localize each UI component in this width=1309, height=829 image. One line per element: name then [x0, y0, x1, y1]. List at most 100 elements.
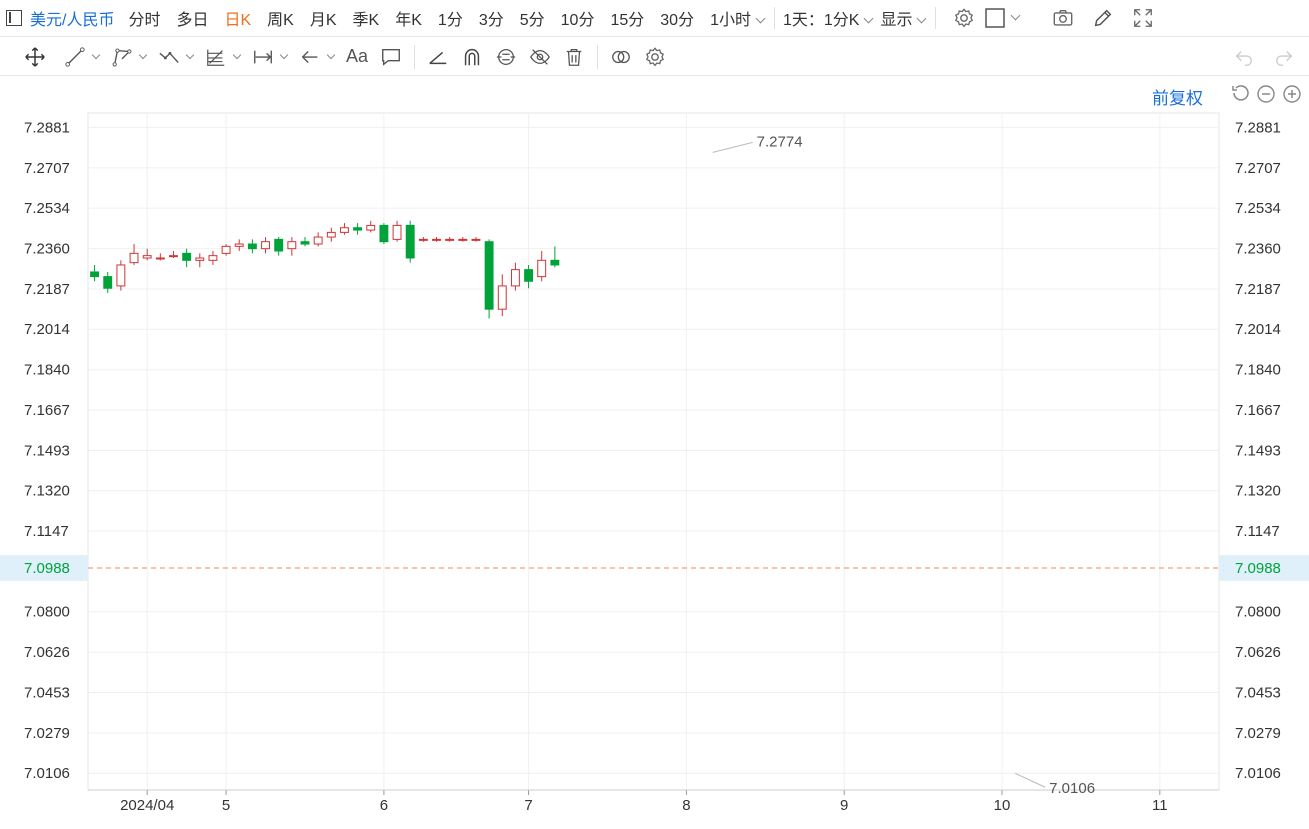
- zoom-out-icon[interactable]: [1256, 84, 1276, 104]
- text-tool[interactable]: Aa: [346, 46, 369, 66]
- move-tool[interactable]: [24, 42, 46, 72]
- period-tab-7[interactable]: 1分: [437, 12, 463, 29]
- compare-tool[interactable]: [610, 42, 632, 72]
- period-tab-9[interactable]: 5分: [519, 12, 545, 29]
- candle-body: [234, 243, 244, 247]
- reset-icon[interactable]: [1230, 84, 1250, 104]
- angle-icon: [429, 51, 447, 64]
- y-tick-label: 7.1667: [24, 402, 70, 419]
- interval-dropdown[interactable]: 1小时: [710, 6, 766, 30]
- wave-tool[interactable]: [158, 42, 195, 72]
- candle-body: [353, 227, 363, 231]
- period-tab-12[interactable]: 30分: [660, 12, 695, 29]
- y-axis-right: 7.2881 7.2707 7.2534 7.2360 7.2187 7.2014 7.18…: [1219, 119, 1309, 782]
- y-tick-label: 7.1840: [1235, 362, 1281, 379]
- candle-body: [142, 255, 152, 259]
- y-tick-label: 7.2707: [24, 160, 70, 177]
- y-tick-label: 7.0800: [1235, 604, 1281, 621]
- magnet-icon: [496, 48, 516, 65]
- period-tab-1[interactable]: 多日: [176, 12, 209, 29]
- y-axis-left: 7.2881 7.2707 7.2534 7.2360 7.2187 7.2014 7.18…: [0, 119, 88, 782]
- chart-style-dropdown[interactable]: [984, 7, 1021, 29]
- square-icon: [985, 8, 1006, 28]
- y-tick-label: 7.0988: [24, 560, 70, 577]
- period-tab-4[interactable]: 月K: [309, 12, 337, 29]
- current-price-bg-right: [1219, 554, 1309, 581]
- y-tick-label: 7.0800: [24, 604, 70, 621]
- candle-body: [392, 224, 402, 240]
- candle-body: [300, 241, 310, 245]
- chart-overlay: 7.2774 7.0106: [88, 133, 1219, 797]
- fib-tool[interactable]: [205, 42, 242, 72]
- measure-tool[interactable]: [252, 42, 289, 72]
- polyline-tool[interactable]: [111, 42, 148, 72]
- display-dropdown[interactable]: 显示: [880, 6, 927, 30]
- angle-tool[interactable]: [427, 42, 449, 72]
- drawing-toolbar: Aa: [0, 38, 1309, 76]
- candle-body: [287, 241, 297, 250]
- chart-grid: [87, 112, 1220, 791]
- y-tick-label: 7.0988: [1235, 560, 1281, 577]
- x-tick-label: 11: [1152, 797, 1168, 814]
- arc-tool[interactable]: [461, 42, 483, 72]
- candle-body: [524, 269, 534, 282]
- arrow-icon: [301, 50, 318, 63]
- candle-body: [103, 276, 113, 289]
- period-tab-11[interactable]: 15分: [610, 12, 645, 29]
- period-tab-6[interactable]: 年K: [395, 12, 422, 29]
- candle-body: [195, 257, 205, 261]
- period-tab-3[interactable]: 周K: [267, 12, 294, 29]
- period-tabs: 分时 多日 日K 周K 月K 季K 年K 1分 3分 5分 10分 15分 30分: [128, 6, 710, 30]
- measure-icon: [254, 50, 272, 63]
- symbol-title[interactable]: 美元/人民币: [30, 12, 115, 29]
- multi-day-dropdown[interactable]: 1天：1分K: [783, 6, 874, 30]
- y-tick-label: 7.0453: [1235, 684, 1281, 701]
- y-tick-label: 7.2187: [24, 281, 70, 298]
- line-tool[interactable]: [64, 42, 101, 72]
- high-annotation-label: 7.2774: [757, 133, 803, 150]
- candle-body: [129, 252, 139, 264]
- panel-toggle-icon[interactable]: [6, 10, 22, 26]
- comment-tool[interactable]: [380, 42, 402, 72]
- period-tab-5[interactable]: 季K: [352, 12, 380, 29]
- header-bar: 美元/人民币 分时 多日 日K 周K 月K 季K 年K 1分 3分 5分 10分 15分 30分 1小时…: [0, 0, 1309, 37]
- price-adjust-button[interactable]: 前复权: [1152, 89, 1203, 108]
- pencil-icon[interactable]: [1092, 7, 1114, 29]
- period-tab-0[interactable]: 分时: [128, 12, 161, 29]
- delete-tool[interactable]: [563, 42, 585, 72]
- arrow-tool[interactable]: [299, 42, 336, 72]
- period-tab-8[interactable]: 3分: [478, 12, 504, 29]
- candle-body: [471, 238, 481, 241]
- high-annotation-line: [712, 141, 753, 153]
- y-tick-label: 7.1147: [24, 523, 69, 540]
- fullscreen-icon[interactable]: [1132, 7, 1154, 29]
- zoom-in-icon[interactable]: [1282, 84, 1302, 104]
- x-tick-label: 9: [840, 797, 848, 814]
- y-tick-label: 7.2534: [1235, 200, 1281, 217]
- y-tick-label: 7.2014: [24, 321, 70, 338]
- plot-frame: [87, 112, 1220, 791]
- settings-icon[interactable]: [953, 7, 975, 29]
- undo-icon[interactable]: [1233, 46, 1255, 68]
- y-tick-label: 7.0453: [24, 684, 70, 701]
- y-tick-label: 7.2187: [1235, 281, 1281, 298]
- redo-icon[interactable]: [1273, 46, 1295, 68]
- gear-icon: [646, 46, 665, 66]
- x-tick-label: 6: [380, 797, 388, 814]
- low-annotation-line: [1014, 772, 1046, 788]
- indicator-settings[interactable]: [644, 42, 666, 72]
- hide-tool[interactable]: [529, 42, 551, 72]
- period-tab-2[interactable]: 日K: [224, 12, 252, 29]
- candle-body: [274, 238, 284, 252]
- candle-body: [405, 224, 415, 259]
- candle-body: [169, 255, 178, 258]
- candles: [90, 220, 560, 319]
- candle-body: [313, 236, 323, 245]
- magnet-tool[interactable]: [495, 42, 517, 72]
- y-tick-label: 7.0279: [1235, 725, 1281, 742]
- y-tick-label: 7.2360: [24, 241, 70, 258]
- period-tab-10[interactable]: 10分: [560, 12, 595, 29]
- candle-body: [221, 245, 231, 254]
- camera-icon[interactable]: [1052, 7, 1074, 29]
